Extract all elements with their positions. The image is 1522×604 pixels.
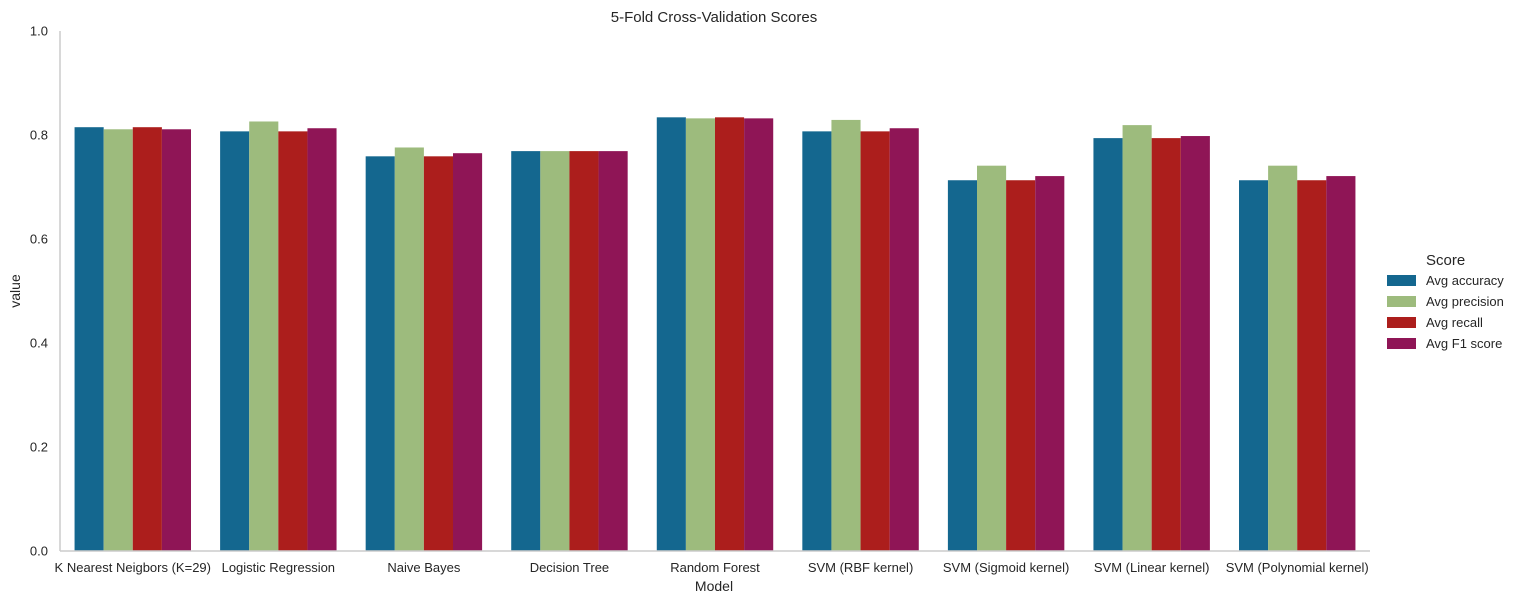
bar: [365, 156, 395, 551]
bar: [1151, 138, 1181, 551]
legend: Score Avg accuracy Avg precision Avg recall…: [1387, 252, 1504, 351]
legend-swatch: [1387, 296, 1416, 307]
legend-label: Avg recall: [1426, 315, 1483, 330]
chart-title: 5-Fold Cross-Validation Scores: [611, 9, 817, 26]
bar: [161, 129, 191, 551]
bar: [802, 131, 832, 552]
bar: [1035, 176, 1065, 551]
bar: [1122, 125, 1152, 552]
axes-group: 0.0 0.2 0.4 0.6 0.8 1.0 K Nearest Neigbors (K=…: [30, 24, 1370, 575]
legend-title: Score: [1426, 252, 1465, 269]
y-tick-label: 0.6: [30, 232, 48, 247]
y-tick-label: 0.2: [30, 440, 48, 455]
x-tick-label: SVM (Sigmoid kernel): [943, 560, 1069, 575]
legend-swatch: [1387, 338, 1416, 349]
x-tick-label: Logistic Regression: [222, 560, 335, 575]
y-tick-label: 1.0: [30, 24, 48, 39]
y-tick-label: 0.4: [30, 336, 48, 351]
x-tick-label: SVM (Linear kernel): [1094, 560, 1210, 575]
x-tick-label: Random Forest: [670, 560, 760, 575]
bar: [1239, 180, 1269, 552]
bar: [860, 131, 890, 552]
bar: [598, 151, 628, 551]
bar: [1006, 180, 1036, 552]
x-tick-label: Decision Tree: [530, 560, 609, 575]
bar: [656, 117, 686, 551]
bar: [1180, 136, 1210, 552]
bar: [831, 119, 861, 552]
bar: [1268, 165, 1298, 551]
x-tick-label: K Nearest Neigbors (K=29): [55, 560, 211, 575]
bar: [1093, 138, 1123, 551]
x-axis-label: Model: [695, 578, 733, 594]
bar: [977, 165, 1007, 551]
legend-swatch: [1387, 275, 1416, 286]
bar: [744, 118, 774, 552]
x-tick-label: SVM (RBF kernel): [808, 560, 913, 575]
bar: [74, 127, 104, 551]
bar: [685, 118, 715, 552]
bar: [220, 131, 250, 552]
legend-label: Avg F1 score: [1426, 336, 1502, 351]
legend-label: Avg precision: [1426, 294, 1504, 309]
bar: [453, 153, 483, 551]
y-tick-label: 0.0: [30, 544, 48, 559]
bars-group: [74, 117, 1356, 552]
bar: [715, 117, 745, 551]
bar: [249, 121, 279, 551]
bar: [103, 129, 133, 551]
y-axis-label: value: [7, 274, 23, 308]
bar: [278, 131, 308, 552]
bar: [947, 180, 977, 552]
bar: [1326, 176, 1356, 551]
x-tick-label: Naive Bayes: [387, 560, 460, 575]
x-tick-label: SVM (Polynomial kernel): [1226, 560, 1369, 575]
bar: [132, 127, 162, 551]
bar: [540, 151, 570, 551]
bar: [423, 156, 453, 551]
bar: [394, 147, 424, 552]
legend-swatch: [1387, 317, 1416, 328]
bar: [889, 128, 919, 552]
bar: [569, 151, 599, 551]
bar: [307, 128, 337, 552]
bar: [511, 151, 541, 551]
bar: [1297, 180, 1327, 552]
y-tick-label: 0.8: [30, 128, 48, 143]
legend-label: Avg accuracy: [1426, 273, 1504, 288]
